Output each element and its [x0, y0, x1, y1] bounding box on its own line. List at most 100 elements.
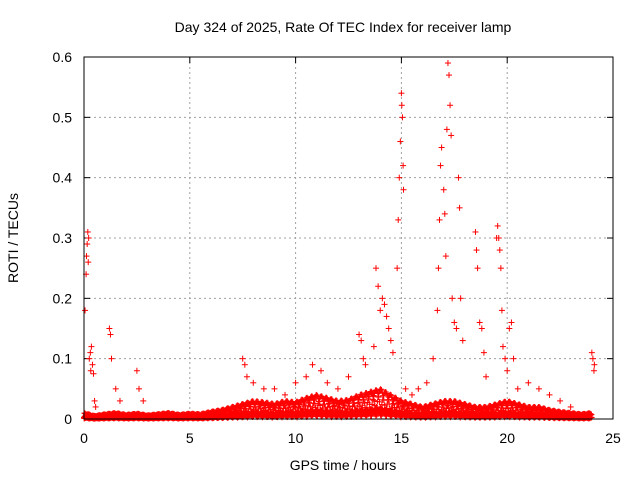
- data-point: [85, 259, 92, 266]
- data-point: [510, 355, 517, 362]
- data-point: [87, 349, 94, 356]
- data-point: [363, 404, 370, 411]
- data-point: [373, 265, 380, 272]
- data-point: [379, 295, 386, 302]
- y-tick-label: 0.3: [53, 230, 73, 246]
- data-point: [112, 385, 119, 392]
- data-point: [377, 307, 384, 314]
- data-point: [474, 265, 481, 272]
- data-point: [415, 385, 422, 392]
- data-point: [398, 102, 405, 109]
- data-point: [499, 343, 506, 350]
- data-point: [441, 210, 448, 217]
- data-point: [399, 114, 406, 121]
- data-point: [239, 355, 246, 362]
- data-point: [378, 401, 385, 408]
- data-point: [372, 413, 379, 420]
- data-point: [443, 126, 450, 133]
- data-point: [88, 343, 95, 350]
- y-tick-label: 0.2: [53, 290, 73, 306]
- data-point: [317, 367, 324, 374]
- data-point: [241, 361, 248, 368]
- data-point: [397, 138, 404, 145]
- data-point: [108, 355, 115, 362]
- data-point: [588, 349, 595, 356]
- data-point: [448, 132, 455, 139]
- data-point: [353, 393, 360, 400]
- data-point: [243, 373, 250, 380]
- data-point: [591, 361, 598, 368]
- data-point: [455, 174, 462, 181]
- chart-title: Day 324 of 2025, Rate Of TEC Index for r…: [175, 19, 512, 35]
- data-point: [446, 72, 453, 79]
- data-point: [381, 301, 388, 308]
- data-point: [506, 325, 513, 332]
- y-tick-label: 0: [64, 411, 72, 427]
- axis-ticks: 0 5 10 15 20 25 0 0.1 0.2 0.3 0.4 0.5 0.6: [53, 49, 621, 446]
- data-point: [388, 405, 395, 412]
- data-point: [360, 394, 367, 401]
- data-point: [389, 349, 396, 356]
- data-point: [444, 60, 451, 67]
- data-point: [360, 355, 367, 362]
- data-point: [387, 337, 394, 344]
- data-point: [250, 379, 257, 386]
- x-tick-label: 0: [80, 430, 88, 446]
- data-point: [356, 399, 363, 406]
- data-point: [133, 367, 140, 374]
- data-points: [81, 60, 598, 422]
- data-point: [525, 379, 532, 386]
- data-point: [346, 402, 353, 409]
- data-point: [473, 247, 480, 254]
- data-point: [82, 307, 89, 314]
- data-point: [375, 283, 382, 290]
- x-axis-label: GPS time / hours: [290, 457, 397, 473]
- data-point: [440, 186, 447, 193]
- data-point: [496, 247, 503, 254]
- data-point: [116, 397, 123, 404]
- data-point: [408, 391, 415, 398]
- data-point: [309, 361, 316, 368]
- data-point: [361, 400, 368, 407]
- data-point: [589, 355, 596, 362]
- y-tick-label: 0.1: [53, 351, 73, 367]
- x-tick-label: 5: [186, 430, 194, 446]
- data-point: [311, 400, 318, 407]
- data-point: [303, 373, 310, 380]
- data-point: [449, 295, 456, 302]
- data-point: [107, 331, 114, 338]
- data-point: [140, 397, 147, 404]
- data-point: [502, 355, 509, 362]
- x-tick-label: 10: [288, 430, 304, 446]
- data-point: [497, 265, 504, 272]
- data-point: [436, 216, 443, 223]
- data-point: [451, 319, 458, 326]
- data-point: [514, 385, 521, 392]
- data-point: [370, 343, 377, 350]
- data-point: [334, 385, 341, 392]
- data-point: [86, 355, 93, 362]
- grid: [84, 57, 613, 419]
- data-point: [508, 319, 515, 326]
- data-point: [397, 397, 404, 404]
- data-point: [370, 392, 377, 399]
- data-point: [456, 204, 463, 211]
- y-axis-label: ROTI / TECUs: [5, 193, 21, 283]
- data-point: [434, 307, 441, 314]
- y-tick-label: 0.4: [53, 170, 73, 186]
- data-point: [90, 370, 97, 377]
- data-point: [453, 325, 460, 332]
- data-point: [402, 385, 409, 392]
- data-point: [423, 379, 430, 386]
- data-point: [494, 222, 501, 229]
- data-point: [557, 397, 564, 404]
- data-point: [106, 325, 113, 332]
- data-point: [87, 367, 94, 374]
- y-tick-label: 0.6: [53, 49, 73, 65]
- data-point: [430, 355, 437, 362]
- data-point: [313, 391, 320, 398]
- data-point: [567, 403, 574, 410]
- data-point: [356, 331, 363, 338]
- data-point: [396, 174, 403, 181]
